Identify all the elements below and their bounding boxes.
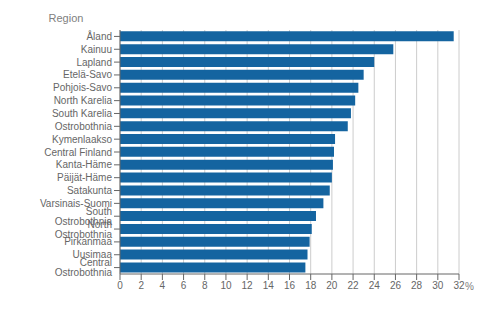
svg-text:Varsinais-Suomi: Varsinais-Suomi — [40, 198, 112, 209]
svg-text:0: 0 — [117, 280, 123, 291]
svg-text:Central Finland: Central Finland — [44, 147, 112, 158]
svg-text:Kanta-Häme: Kanta-Häme — [56, 159, 113, 170]
svg-text:18: 18 — [305, 280, 317, 291]
svg-text:Åland: Åland — [86, 30, 112, 42]
svg-text:12: 12 — [242, 280, 254, 291]
svg-text:%: % — [465, 281, 474, 292]
svg-text:26: 26 — [390, 280, 402, 291]
svg-text:14: 14 — [263, 280, 275, 291]
svg-text:Ostrobothnia: Ostrobothnia — [55, 121, 113, 132]
svg-text:Kainuu: Kainuu — [81, 44, 112, 55]
svg-text:8: 8 — [202, 280, 208, 291]
svg-text:2: 2 — [138, 280, 144, 291]
svg-text:32: 32 — [453, 280, 465, 291]
svg-text:4: 4 — [160, 280, 166, 291]
svg-text:Lapland: Lapland — [76, 57, 112, 68]
svg-text:16: 16 — [284, 280, 296, 291]
svg-text:20: 20 — [326, 280, 338, 291]
svg-text:South Karelia: South Karelia — [52, 108, 112, 119]
svg-text:Uusimaa: Uusimaa — [73, 249, 113, 260]
svg-text:Kymenlaakso: Kymenlaakso — [52, 134, 112, 145]
svg-text:28: 28 — [411, 280, 423, 291]
svg-text:10: 10 — [220, 280, 232, 291]
svg-text:Region: Region — [49, 12, 84, 24]
svg-text:Satakunta: Satakunta — [67, 185, 112, 196]
svg-text:Pohjois-Savo: Pohjois-Savo — [53, 82, 112, 93]
svg-text:24: 24 — [369, 280, 381, 291]
svg-text:Etelä-Savo: Etelä-Savo — [63, 69, 112, 80]
svg-text:30: 30 — [432, 280, 444, 291]
svg-text:22: 22 — [348, 280, 360, 291]
svg-text:Päijät-Häme: Päijät-Häme — [57, 172, 112, 183]
svg-text:6: 6 — [181, 280, 187, 291]
svg-text:North Karelia: North Karelia — [54, 95, 113, 106]
